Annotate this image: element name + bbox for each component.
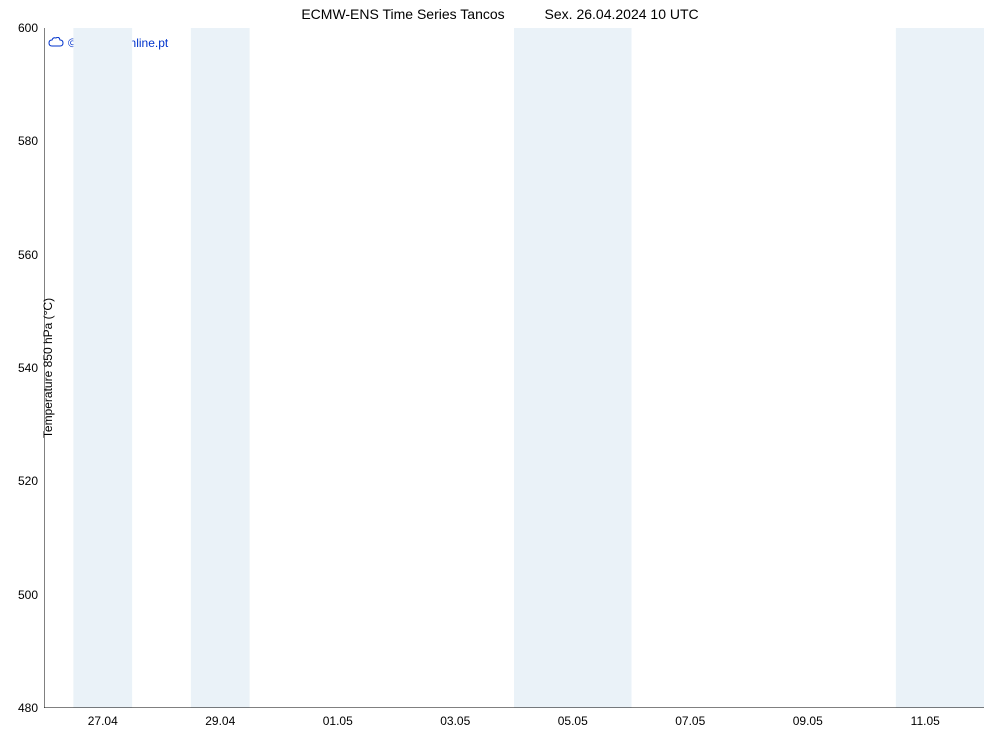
- x-tick-label: 09.05: [793, 714, 823, 728]
- chart-container: ECMW-ENS Time Series Tancos Sex. 26.04.2…: [0, 0, 1000, 733]
- y-tick-label: 480: [18, 701, 38, 715]
- x-tick-label: 01.05: [323, 714, 353, 728]
- y-tick-label: 500: [18, 588, 38, 602]
- x-tick-label: 05.05: [558, 714, 588, 728]
- title-right: Sex. 26.04.2024 10 UTC: [545, 6, 699, 22]
- y-tick-label: 580: [18, 134, 38, 148]
- shaded-band: [73, 28, 132, 708]
- y-tick-label: 560: [18, 248, 38, 262]
- y-axis-label: Temperature 850 hPa (°C): [41, 298, 55, 438]
- y-tick-label: 600: [18, 21, 38, 35]
- x-tick-label: 03.05: [440, 714, 470, 728]
- plot-area: Temperature 850 hPa (°C) 480500520540560…: [44, 28, 984, 708]
- x-tick-label: 11.05: [911, 714, 940, 728]
- chart-title: ECMW-ENS Time Series Tancos Sex. 26.04.2…: [0, 6, 1000, 22]
- x-tick-label: 27.04: [88, 714, 118, 728]
- shaded-bands-group: [73, 28, 984, 708]
- shaded-band: [896, 28, 984, 708]
- x-tick-label: 29.04: [205, 714, 235, 728]
- y-tick-label: 540: [18, 361, 38, 375]
- x-tick-label: 07.05: [675, 714, 705, 728]
- title-left: ECMW-ENS Time Series Tancos: [301, 6, 504, 22]
- shaded-band: [514, 28, 632, 708]
- shaded-band: [191, 28, 250, 708]
- plot-svg: [44, 28, 984, 708]
- y-tick-label: 520: [18, 474, 38, 488]
